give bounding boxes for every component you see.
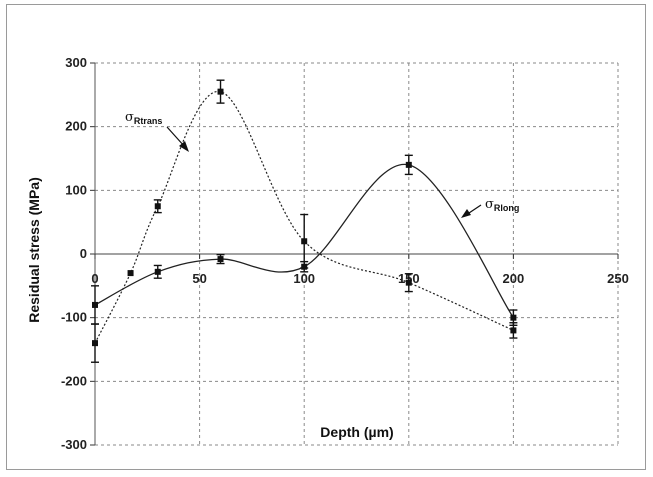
y-tick-label: 100 <box>65 182 87 197</box>
series-label-rlong: σRlong <box>485 197 519 213</box>
annotations: σRtrans σRlong <box>125 110 519 218</box>
y-tick-label: -100 <box>61 310 87 325</box>
arrow-rtrans-head <box>179 141 189 152</box>
data-point <box>301 238 308 245</box>
y-axis-title: Residual stress (MPa) <box>26 177 42 323</box>
x-tick-label: 200 <box>503 271 525 286</box>
data-point <box>217 88 224 95</box>
data-point <box>92 301 98 308</box>
x-tick-label: 0 <box>91 271 98 286</box>
data-point <box>405 161 412 168</box>
chart-frame: 0 50 100 150 200 250 300 200 100 0 -100 -200 -300 σR… <box>6 4 646 470</box>
x-tick-label: 50 <box>192 271 206 286</box>
data-point <box>92 340 98 347</box>
data-point <box>127 270 134 277</box>
data-point <box>510 327 517 334</box>
y-tick-label: 300 <box>65 55 87 70</box>
y-tick-label: -200 <box>61 373 87 388</box>
y-tick-label: 200 <box>65 119 87 134</box>
arrow-rlong-head <box>461 209 471 218</box>
data-point <box>405 279 412 286</box>
data-point <box>217 256 224 263</box>
data-point <box>510 314 517 321</box>
grid <box>95 62 619 446</box>
x-tick-label: 100 <box>293 271 315 286</box>
series-label-rtrans: σRtrans <box>125 110 162 126</box>
y-tick-label: 0 <box>80 246 87 261</box>
series-group <box>91 79 518 363</box>
y-tick-label: -300 <box>61 437 87 452</box>
x-tick-label: 250 <box>607 271 629 286</box>
axes <box>90 62 619 446</box>
data-point <box>301 263 308 270</box>
x-axis-title: Depth (µm) <box>320 424 393 440</box>
data-point <box>154 203 161 210</box>
data-point <box>154 268 161 275</box>
